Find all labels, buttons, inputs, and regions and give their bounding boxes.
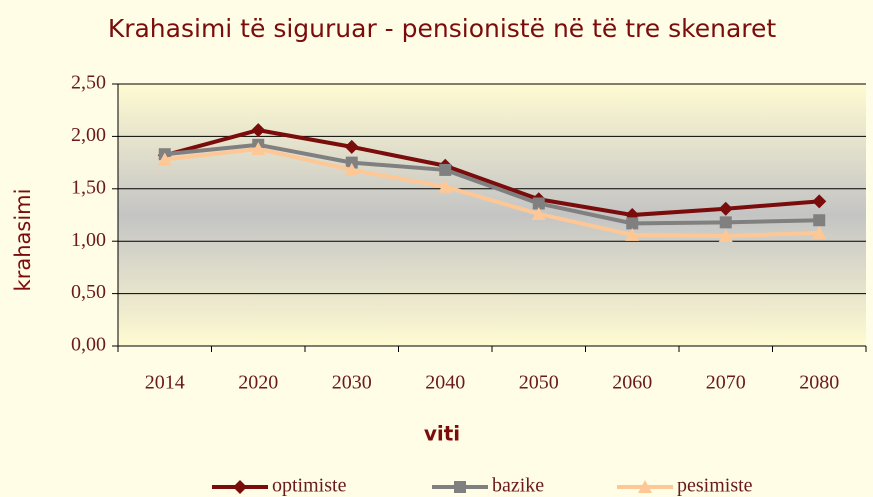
y-tick-label: 2,00	[71, 124, 106, 146]
data-point	[157, 152, 172, 166]
x-tick-label: 2080	[799, 372, 839, 394]
data-point	[531, 206, 546, 220]
y-tick-label: 2,50	[71, 72, 106, 94]
y-axis-label: krahasimi	[11, 189, 35, 292]
legend-label: pesimiste	[677, 475, 753, 497]
data-point	[251, 141, 266, 155]
y-tick-label: 0,00	[71, 334, 106, 356]
data-point	[812, 225, 827, 239]
series-line	[164, 142, 820, 226]
data-point	[625, 227, 640, 241]
chart-title: Krahasimi të siguruar - pensionistë në t…	[108, 14, 777, 43]
data-point	[718, 201, 733, 216]
y-tick-label: 1,50	[71, 176, 106, 198]
legend-marker	[233, 480, 247, 494]
legend-marker	[638, 480, 652, 493]
x-tick-label: 2014	[145, 372, 185, 394]
series-line	[164, 128, 820, 217]
data-point	[251, 123, 266, 138]
data-point	[719, 216, 732, 229]
y-tick-label: 1,00	[71, 229, 106, 251]
data-point	[626, 217, 639, 230]
legend-label: optimiste	[272, 475, 347, 497]
legend-marker	[454, 481, 466, 493]
x-tick-label: 2070	[706, 372, 746, 394]
x-axis-label: viti	[424, 422, 460, 446]
data-point	[813, 214, 826, 227]
x-tick-label: 2060	[612, 372, 652, 394]
x-tick-label: 2030	[332, 372, 372, 394]
data-point	[439, 163, 452, 176]
plot-area	[118, 84, 866, 346]
data-point	[812, 194, 827, 209]
data-point	[345, 156, 358, 169]
x-tick-label: 2050	[519, 372, 559, 394]
data-point	[344, 139, 359, 154]
series-line	[164, 146, 820, 238]
legend-label: bazike	[492, 475, 544, 497]
data-point	[344, 162, 359, 176]
data-point	[532, 197, 545, 210]
data-point	[718, 228, 733, 242]
x-tick-label: 2020	[238, 372, 278, 394]
y-tick-label: 0,50	[71, 281, 106, 303]
x-tick-label: 2040	[425, 372, 465, 394]
data-point	[438, 179, 453, 193]
